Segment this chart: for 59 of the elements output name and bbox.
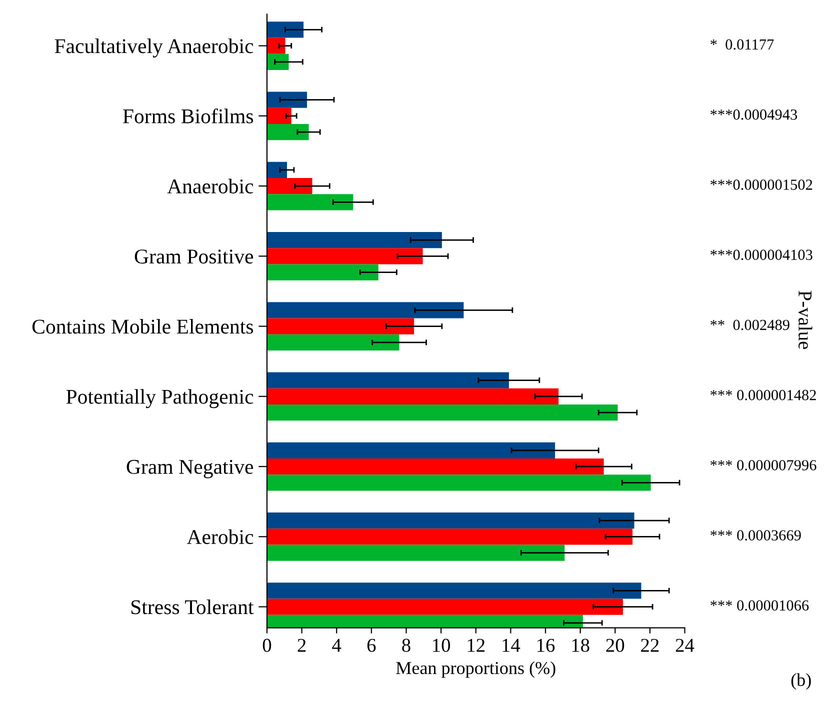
y-tick-label: Aerobic [186,529,254,544]
bar [266,22,304,38]
text: ***0.000004103 [710,250,812,260]
bar [266,232,442,248]
bar [266,544,565,561]
bar [266,442,556,458]
bar [266,474,651,491]
text: *** 0.00001066 [710,600,809,611]
x-tick-label: 20 [606,638,624,652]
x-tick-label: 6 [367,638,376,652]
bar [266,124,309,140]
x-tick-label: 18 [572,638,590,652]
y-tick-label: Gram Negative [126,460,254,478]
bar [266,162,287,178]
bar [266,108,292,124]
y-tick-label: Facultatively Anaerobic [54,38,254,58]
x-tick-label: 16 [537,638,555,652]
bar [266,458,604,475]
bar [266,528,633,545]
x-tick-label: 10 [433,638,450,652]
text: *** 0.000001482 [710,390,816,400]
bar [266,54,289,70]
y-tick-label: Potentially Pathogenic [66,389,254,408]
bar [266,388,559,404]
bar [266,334,400,350]
text: *** 0.000007996 [710,460,816,470]
bar [266,318,414,334]
text: ***0.0004943 [710,109,798,120]
bar [266,92,308,108]
text: *** 0.0003669 [710,530,801,541]
text: ** 0.002489 [710,320,790,330]
y-tick-label: Gram Positive [134,250,254,264]
x-tick-label: 22 [641,638,659,652]
y-tick-label: Stress Tolerant [131,600,254,614]
bar [266,38,286,54]
x-tick-label: 24 [676,638,694,652]
x-tick-label: 12 [468,638,485,652]
bar [266,264,378,280]
bar [266,512,634,529]
x-tick-label: 2 [298,638,306,652]
bar [266,582,642,599]
y-tick-label: Forms Biofilms [122,108,254,124]
x-tick-label: 4 [332,638,342,652]
y-tick-label: Anaerobic [167,178,254,194]
x-tick-label: 8 [402,638,410,652]
x-tick-label: 0 [262,638,272,652]
y-tick-label: Contains Mobile Elements [32,319,254,334]
bar [266,248,423,264]
bar [266,372,509,388]
bar [266,178,312,194]
text: (b) [791,673,811,690]
text: ***0.000001502 [710,180,812,190]
x-axis-title: Mean proportions (%) [396,661,556,678]
text: * 0.01177 [710,39,774,50]
text: P-value [798,290,812,349]
bar [266,194,354,210]
bar [266,404,618,421]
x-tick-label: 14 [502,638,520,652]
bar [266,302,464,318]
